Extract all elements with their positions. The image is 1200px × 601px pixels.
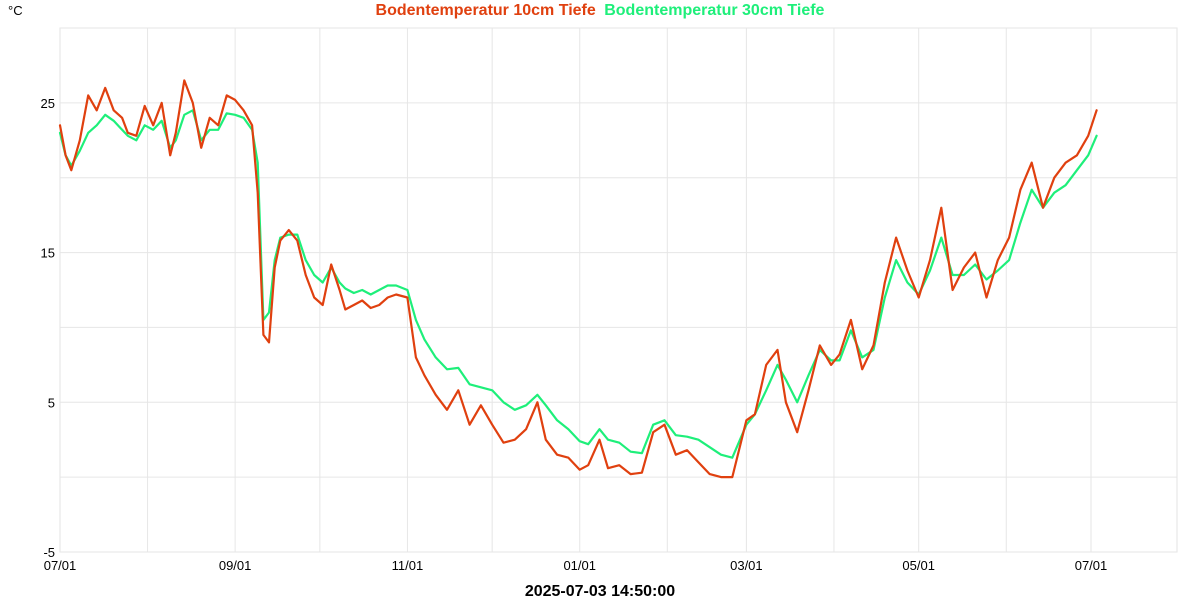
y-axis: -5 5 15 25 — [41, 96, 55, 560]
plot-area — [59, 27, 1178, 553]
x-tick-label: 03/01 — [730, 558, 763, 573]
y-tick-label: 15 — [41, 246, 55, 261]
chart-legend: Bodentemperatur 10cm Tiefe Bodentemperat… — [0, 2, 1200, 20]
y-tick-label: -5 — [43, 545, 55, 560]
y-axis-unit-label: °C — [8, 3, 23, 18]
grid-lines — [60, 27, 1177, 553]
legend-entry-30cm: Bodentemperatur 30cm Tiefe — [604, 2, 825, 19]
x-tick-label: 01/01 — [563, 558, 596, 573]
x-tick-label: 07/01 — [1075, 558, 1108, 573]
timestamp-label: 2025-07-03 14:50:00 — [524, 583, 676, 600]
x-tick-label: 07/01 — [44, 558, 77, 573]
x-axis: 07/01 09/01 11/01 01/01 03/01 05/01 07/01 — [44, 558, 1108, 573]
y-tick-label: 5 — [48, 395, 55, 410]
y-tick-label: 25 — [41, 96, 55, 111]
x-tick-label: 11/01 — [392, 558, 424, 573]
series-lines — [58, 79, 1098, 479]
series-line-10cm — [58, 79, 1098, 479]
x-tick-label: 05/01 — [902, 558, 935, 573]
legend-entry-10cm: Bodentemperatur 10cm Tiefe — [375, 2, 596, 19]
x-tick-label: 09/01 — [219, 558, 252, 573]
